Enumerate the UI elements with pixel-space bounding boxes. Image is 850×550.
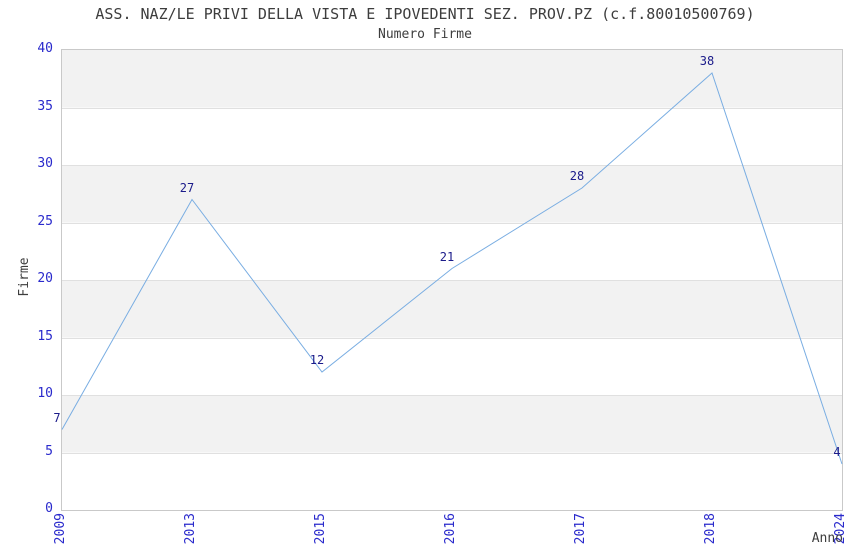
y-tick-label: 30 xyxy=(37,156,53,171)
x-tick-label: 2015 xyxy=(313,513,328,545)
x-tick-label: 2016 xyxy=(443,513,458,545)
x-tick-label: 2009 xyxy=(53,513,68,545)
y-tick-label: 10 xyxy=(37,386,53,401)
plot-area xyxy=(61,49,843,511)
y-tick-label: 0 xyxy=(45,501,53,516)
y-tick-label: 5 xyxy=(45,443,53,459)
gridline xyxy=(62,107,842,109)
y-tick-label: 20 xyxy=(37,271,53,286)
gridline xyxy=(62,280,842,281)
chart-subtitle: Numero Firme xyxy=(378,27,472,42)
gridline xyxy=(62,337,842,339)
data-point-label: 4 xyxy=(833,445,841,459)
data-point-label: 38 xyxy=(699,54,715,68)
data-point-label: 27 xyxy=(179,180,195,195)
line-series xyxy=(61,72,843,465)
gridline xyxy=(62,165,842,166)
data-point-label: 12 xyxy=(309,353,325,367)
gridline xyxy=(62,452,842,454)
data-point-label: 7 xyxy=(53,410,61,425)
y-tick-label: 25 xyxy=(37,213,53,229)
x-tick-label: 2013 xyxy=(183,513,198,545)
gridline xyxy=(62,222,842,224)
y-axis-label: Firme xyxy=(17,257,32,297)
y-tick-label: 40 xyxy=(37,41,53,56)
x-axis-label: Anno xyxy=(811,531,843,546)
chart-title: ASS. NAZ/LE PRIVI DELLA VISTA E IPOVEDEN… xyxy=(95,5,755,23)
data-point-label: 28 xyxy=(569,169,585,183)
y-tick-label: 15 xyxy=(37,328,53,344)
x-tick-label: 2017 xyxy=(573,513,588,545)
firme-line xyxy=(61,72,843,465)
data-point-label: 21 xyxy=(439,249,455,264)
x-tick-label: 2018 xyxy=(703,513,718,545)
gridline xyxy=(62,395,842,396)
y-tick-label: 35 xyxy=(37,98,53,114)
